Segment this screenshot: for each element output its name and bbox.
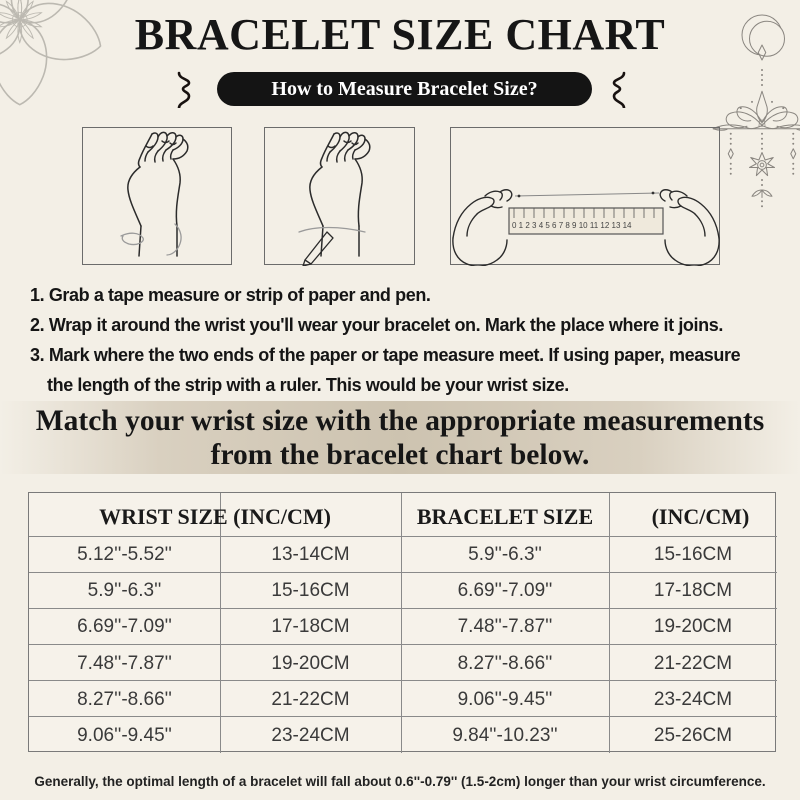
svg-text:0 1 2 3 4 5 6 7 8 9 10 11 12 1: 0 1 2 3 4 5 6 7 8 9 10 11 12 13 14	[512, 221, 632, 230]
